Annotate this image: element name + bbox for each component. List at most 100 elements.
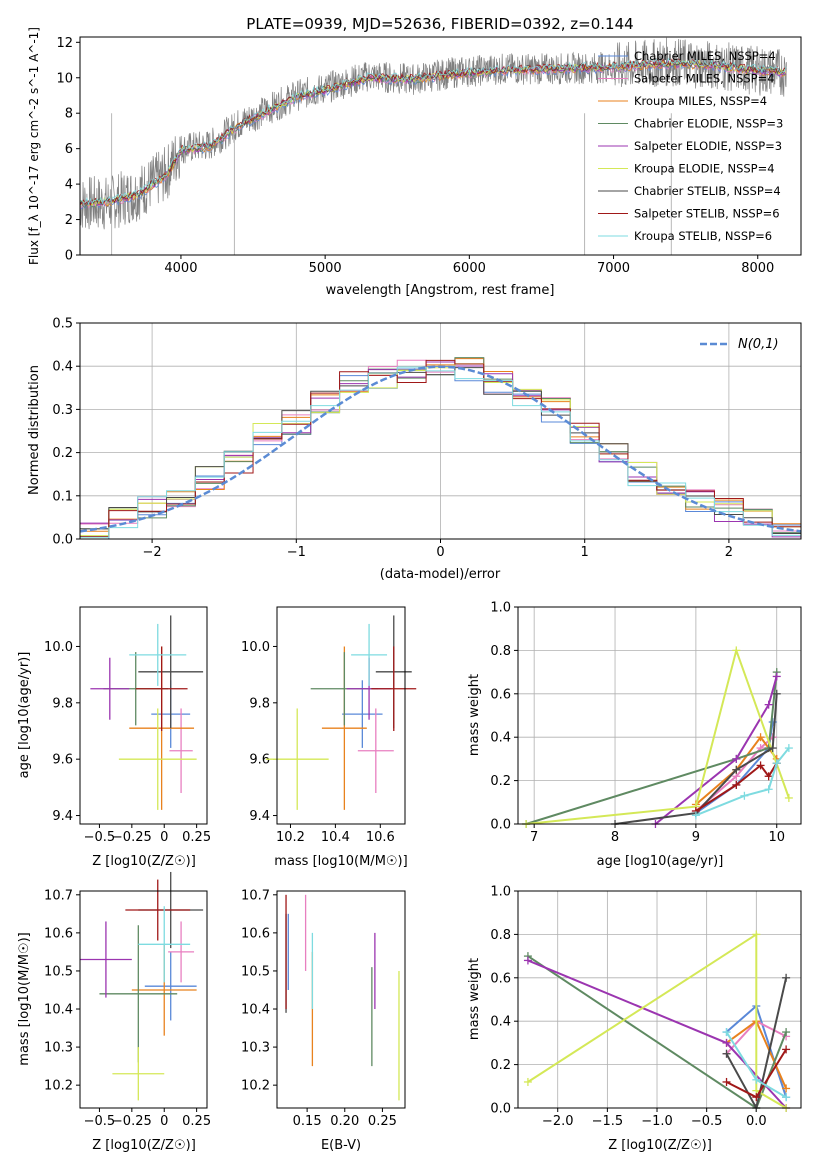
y-tick-label: 10.2 bbox=[241, 1079, 270, 1094]
mwage-xlabel: age [log10(age/yr)] bbox=[597, 854, 724, 869]
x-tick-label: 7 bbox=[530, 830, 538, 845]
y-tick-label: 10.5 bbox=[241, 964, 270, 979]
legend-label: Salpeter MILES, NSSP=4 bbox=[634, 72, 775, 86]
y-tick-label: 10.0 bbox=[241, 640, 270, 655]
y-tick-label: 0 bbox=[65, 249, 73, 264]
x-tick-label: −1.0 bbox=[641, 1114, 673, 1129]
y-tick-label: 0.0 bbox=[52, 533, 73, 548]
x-tick-label: −0.5 bbox=[84, 1114, 116, 1129]
x-tick-label: 9 bbox=[692, 830, 700, 845]
x-tick-label: 0 bbox=[436, 545, 444, 560]
legend-label: Kroupa ELODIE, NSSP=4 bbox=[634, 162, 775, 176]
axes-frame bbox=[79, 322, 802, 540]
hist-ylabel: Normed distribution bbox=[27, 365, 42, 495]
axes-frame bbox=[79, 606, 208, 825]
x-tick-label: 10 bbox=[768, 830, 785, 845]
axes-frame bbox=[79, 36, 802, 256]
y-tick-label: 1.0 bbox=[490, 885, 511, 900]
massz-xlabel: Z [log10(Z/Z☉)] bbox=[92, 1138, 196, 1153]
x-tick-label: 1 bbox=[581, 545, 589, 560]
massweight-line bbox=[525, 671, 778, 825]
x-tick-label: 0.25 bbox=[368, 1114, 397, 1129]
y-tick-label: 10.5 bbox=[44, 964, 73, 979]
x-tick-label: 0 bbox=[160, 1114, 168, 1129]
y-tick-label: 2 bbox=[65, 213, 73, 228]
age-vs-metallicity-panel: −0.5−0.25 0 0.25 9.4 9.6 9.8 10.0 bbox=[44, 606, 211, 845]
x-tick-label: 4000 bbox=[164, 261, 197, 276]
massweight-vs-metallicity-panel: −2.0 −1.5 −1.0 −0.5 0.0 0.0 0.2 0.4 0.6 0.8 1.0 bbox=[490, 885, 802, 1129]
legend-gaussian-label: N(0,1) bbox=[738, 337, 779, 352]
hist-step bbox=[80, 366, 801, 538]
spectrum-plot bbox=[80, 37, 787, 255]
y-tick-label: 0.0 bbox=[490, 818, 511, 833]
hist-plot bbox=[80, 357, 801, 539]
massweight-line bbox=[525, 646, 790, 825]
massweight-line bbox=[527, 932, 787, 1109]
y-tick-label: 0.2 bbox=[52, 446, 73, 461]
massweight-line bbox=[654, 676, 778, 825]
spectrum-model-line bbox=[80, 57, 787, 206]
y-tick-label: 9.6 bbox=[52, 753, 73, 768]
gaussian-curve bbox=[80, 365, 801, 533]
y-tick-label: 10.3 bbox=[241, 1041, 270, 1056]
x-tick-label: −1.5 bbox=[592, 1114, 624, 1129]
x-tick-label: 7000 bbox=[597, 261, 630, 276]
y-tick-label: 0.0 bbox=[490, 1102, 511, 1117]
x-tick-label: 6000 bbox=[453, 261, 486, 276]
y-tick-label: 10 bbox=[56, 71, 73, 86]
y-tick-label: 0.6 bbox=[490, 971, 511, 986]
x-tick-label: −0.25 bbox=[112, 1114, 152, 1129]
x-tick-label: 10.6 bbox=[366, 830, 395, 845]
mwz-ylabel: mass weight bbox=[467, 958, 482, 1040]
residual-histogram-panel: −2 −1 0 1 2 0.0 0.1 0.2 0.3 0.4 0.5 N(0,1) bbox=[52, 317, 802, 560]
x-tick-label: 0.25 bbox=[182, 830, 211, 845]
y-tick-label: 10.7 bbox=[44, 888, 73, 903]
spectrum-xlabel: wavelength [Angstrom, rest frame] bbox=[326, 283, 555, 298]
x-tick-label: −0.5 bbox=[84, 830, 116, 845]
massebv-xlabel: E(B-V) bbox=[321, 1138, 361, 1153]
x-tick-label: 0.25 bbox=[182, 1114, 211, 1129]
axes-frame bbox=[517, 606, 802, 825]
legend-label: Chabrier ELODIE, NSSP=3 bbox=[634, 117, 783, 131]
figure-title: PLATE=0939, MJD=52636, FIBERID=0392, z=0… bbox=[246, 15, 633, 33]
y-tick-label: 0.1 bbox=[52, 489, 73, 504]
x-tick-label: −2 bbox=[143, 545, 162, 560]
age-vs-mass-panel: 10.2 10.4 10.6 9.4 9.6 9.8 10.0 bbox=[241, 606, 417, 845]
spectrum-ylabel: Flux [f_λ 10^-17 erg cm^-2 s^-1 A^-1] bbox=[27, 27, 41, 265]
spectrum-model-line bbox=[80, 59, 787, 208]
y-tick-label: 0.4 bbox=[52, 360, 73, 375]
spectrum-panel: 4000 5000 6000 7000 8000 0 2 4 6 8 10 12 Chabrier MI… bbox=[56, 36, 802, 276]
y-tick-label: 0.3 bbox=[52, 403, 73, 418]
y-tick-label: 0.2 bbox=[490, 1058, 511, 1073]
massweight-vs-age-panel: 7 8 9 10 0.0 0.2 0.4 0.6 0.8 1.0 bbox=[490, 601, 802, 845]
mwz-xlabel: Z [log10(Z/Z☉)] bbox=[608, 1138, 712, 1153]
x-tick-label: 0 bbox=[160, 830, 168, 845]
y-tick-label: 9.8 bbox=[52, 696, 73, 711]
y-tick-label: 6 bbox=[65, 142, 73, 157]
y-tick-label: 10.0 bbox=[44, 640, 73, 655]
y-tick-label: 10.4 bbox=[44, 1003, 73, 1018]
y-tick-label: 10.4 bbox=[241, 1003, 270, 1018]
x-tick-label: −1 bbox=[287, 545, 306, 560]
x-tick-label: 10.2 bbox=[276, 830, 305, 845]
spectrum-model-line bbox=[80, 58, 787, 206]
y-tick-label: 10.2 bbox=[44, 1079, 73, 1094]
y-tick-label: 10.7 bbox=[241, 888, 270, 903]
y-tick-label: 1.0 bbox=[490, 601, 511, 616]
x-tick-label: 5000 bbox=[309, 261, 342, 276]
hist-step bbox=[80, 359, 801, 538]
legend-label: Kroupa STELIB, NSSP=6 bbox=[634, 229, 772, 243]
y-tick-label: 9.8 bbox=[249, 696, 270, 711]
y-tick-label: 9.4 bbox=[249, 809, 270, 824]
y-tick-label: 0.8 bbox=[490, 928, 511, 943]
y-tick-label: 0.8 bbox=[490, 644, 511, 659]
legend-label: Chabrier STELIB, NSSP=4 bbox=[634, 184, 781, 198]
y-tick-label: 0.6 bbox=[490, 687, 511, 702]
x-tick-label: 8000 bbox=[741, 261, 774, 276]
agez-ylabel: age [log10(age/yr)] bbox=[17, 652, 32, 779]
legend-label: Salpeter ELODIE, NSSP=3 bbox=[634, 139, 782, 153]
legend-label: Kroupa MILES, NSSP=4 bbox=[634, 94, 767, 108]
hist-step bbox=[80, 361, 801, 538]
hist-step bbox=[80, 358, 801, 532]
